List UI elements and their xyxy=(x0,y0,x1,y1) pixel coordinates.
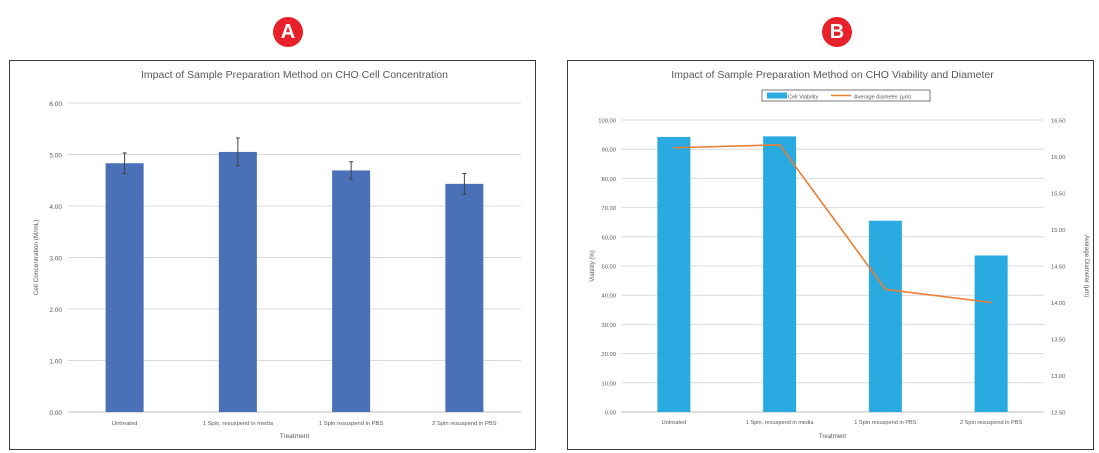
x-axis-label: Treatment xyxy=(280,433,310,440)
x-tick-label: 1 Spin, resuspend in media xyxy=(203,421,274,427)
point-diameter xyxy=(884,288,887,291)
x-tick-label: Untreated xyxy=(112,421,137,427)
y-tick-label: 90.00 xyxy=(601,148,616,154)
bar-viability xyxy=(868,220,902,412)
chart-a-title: Impact of Sample Preparation Method on C… xyxy=(141,69,448,81)
y-tick-label: 70.00 xyxy=(601,206,616,212)
y-tick-label: 6.00 xyxy=(49,101,62,108)
y2-tick-label: 15.50 xyxy=(1051,192,1066,198)
x-tick-label: 1 Spin resuspend in PBS xyxy=(319,421,384,427)
bar xyxy=(218,151,257,413)
y-tick-label: 4.00 xyxy=(49,204,62,211)
chart-a-panel: Impact of Sample Preparation Method on C… xyxy=(9,60,536,450)
panel-a-badge: A xyxy=(273,17,303,47)
bar xyxy=(332,170,371,412)
point-diameter xyxy=(778,144,781,146)
chart-b-panel: Impact of Sample Preparation Method on C… xyxy=(567,60,1094,450)
y-tick-label: 60.00 xyxy=(601,235,616,241)
y2-tick-label: 14.00 xyxy=(1051,301,1066,307)
y-axis-label: Viability (%) xyxy=(590,250,596,282)
y-tick-label: 40.00 xyxy=(601,294,616,300)
point-diameter xyxy=(990,301,992,304)
y-axis-label: Cell Concentration (M/mL) xyxy=(33,220,40,296)
x-tick-label: 1 Spin, resuspend in media xyxy=(746,420,815,426)
bar xyxy=(445,183,484,412)
legend-swatch-viability xyxy=(767,92,787,99)
y-tick-label: 5.00 xyxy=(49,153,62,160)
y-tick-label: 3.00 xyxy=(49,256,62,263)
y2-tick-label: 13.50 xyxy=(1051,338,1066,344)
line-diameter xyxy=(673,144,992,304)
y-tick-label: 0.00 xyxy=(605,411,616,417)
legend-label-diameter: Average diameter (µm) xyxy=(854,94,911,100)
x-tick-label: Untreated xyxy=(662,420,687,426)
bar-viability xyxy=(763,136,797,412)
y-tick-label: 50.00 xyxy=(601,265,616,271)
x-axis-label: Treatment xyxy=(819,434,846,440)
bar-viability xyxy=(974,255,1008,412)
y2-axis-label: Average Diameter (µm) xyxy=(1083,235,1089,297)
y-tick-label: 0.00 xyxy=(49,410,62,417)
y-tick-label: 1.00 xyxy=(49,359,62,366)
y-tick-label: 100.00 xyxy=(598,119,616,125)
legend-label-viability: Cell Viability xyxy=(788,94,819,100)
x-tick-label: 2 Spin resuspend in PBS xyxy=(960,420,1022,426)
y-tick-label: 80.00 xyxy=(601,177,616,183)
point-diameter xyxy=(673,146,675,149)
chart-b: Impact of Sample Preparation Method on C… xyxy=(590,69,1089,440)
panel-b-badge: B xyxy=(822,17,852,47)
x-tick-label: 2 Spin resuspend in PBS xyxy=(432,421,497,427)
y2-tick-label: 16.00 xyxy=(1051,155,1066,161)
y-tick-label: 30.00 xyxy=(601,323,616,329)
bar xyxy=(105,163,144,412)
chart-a: Impact of Sample Preparation Method on C… xyxy=(33,69,521,440)
y2-tick-label: 15.00 xyxy=(1051,228,1066,234)
x-tick-label: 1 Spin resuspend in PBS xyxy=(854,420,916,426)
chart-b-title: Impact of Sample Preparation Method on C… xyxy=(671,69,994,81)
y2-tick-label: 12.50 xyxy=(1051,411,1066,417)
y-tick-label: 2.00 xyxy=(49,307,62,314)
y2-tick-label: 13.00 xyxy=(1051,374,1066,380)
y2-tick-label: 16.50 xyxy=(1051,119,1066,125)
y-tick-label: 10.00 xyxy=(601,381,616,387)
bar-viability xyxy=(657,136,691,412)
y2-tick-label: 14.50 xyxy=(1051,265,1066,271)
y-tick-label: 20.00 xyxy=(601,352,616,358)
